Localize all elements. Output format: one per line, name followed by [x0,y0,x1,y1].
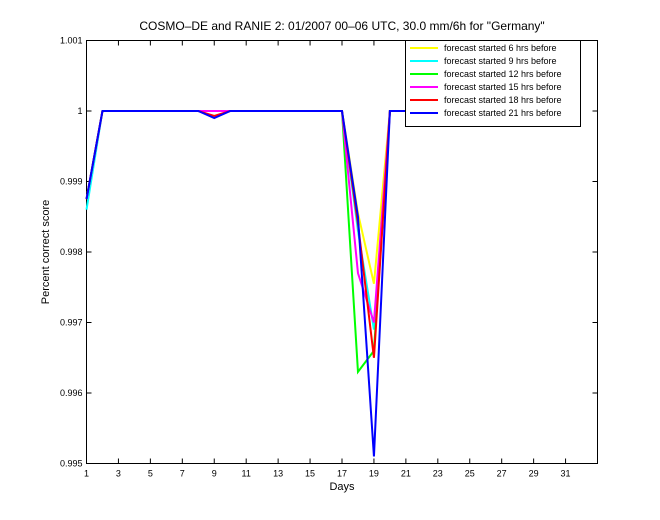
legend-label: forecast started 18 hrs before [444,95,562,105]
x-tick-label: 27 [497,469,507,479]
y-axis-ticks: 0.995 0.996 0.997 0.998 0.999 1 1.001 [60,36,598,469]
x-tick-label: 3 [116,469,121,479]
y-tick-label: 0.997 [60,318,83,328]
y-tick-label: 0.999 [60,177,83,187]
legend-label: forecast started 12 hrs before [444,69,562,79]
y-tick-label: 0.998 [60,247,83,257]
y-tick-label: 1 [77,106,82,116]
legend: forecast started 6 hrs before forecast st… [405,40,581,127]
x-tick-label: 23 [433,469,443,479]
legend-entries: forecast started 6 hrs before forecast st… [410,43,562,118]
x-tick-label: 31 [561,469,571,479]
x-tick-label: 15 [305,469,315,479]
legend-label: forecast started 21 hrs before [444,108,562,118]
legend-label: forecast started 9 hrs before [444,56,557,66]
x-tick-label: 17 [337,469,347,479]
y-axis-label: Percent correct score [40,200,52,305]
x-tick-label: 5 [148,469,153,479]
x-tick-label: 11 [242,469,251,479]
x-tick-label: 21 [401,469,411,479]
chart-title: COSMO–DE and RANIE 2: 01/2007 00–06 UTC,… [139,19,544,33]
x-tick-label: 19 [369,469,379,479]
x-tick-label: 29 [529,469,539,479]
legend-label: forecast started 15 hrs before [444,82,562,92]
x-tick-label: 9 [212,469,217,479]
legend-label: forecast started 6 hrs before [444,43,557,53]
x-axis-label: Days [329,481,355,493]
x-tick-label: 7 [180,469,185,479]
x-tick-label: 25 [465,469,475,479]
x-tick-label: 1 [84,469,89,479]
y-tick-label: 0.995 [60,459,83,469]
x-axis-ticks: 1 3 5 7 9 11 13 15 17 19 21 23 25 27 29 31 [84,40,571,479]
y-tick-label: 1.001 [60,36,83,46]
y-tick-label: 0.996 [60,388,83,398]
x-tick-label: 13 [273,469,283,479]
